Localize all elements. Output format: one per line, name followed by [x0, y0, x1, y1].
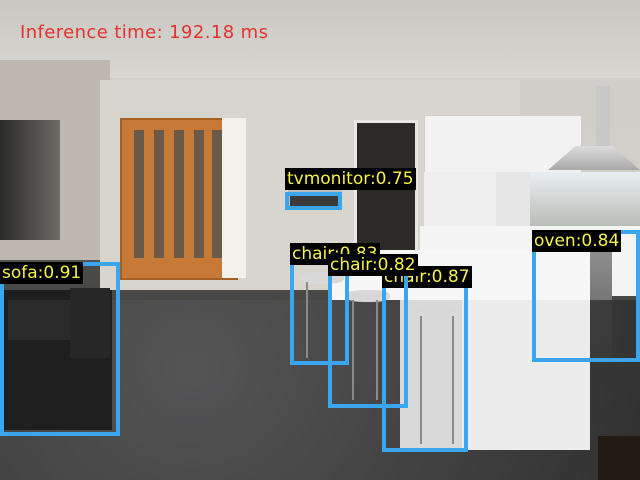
door-glass-panel	[134, 130, 144, 258]
sofa-arm	[70, 288, 110, 358]
kitchen-window	[530, 172, 640, 228]
stool-leg	[376, 300, 378, 400]
detection-box-chair	[328, 254, 408, 408]
detection-label-tvmonitor: tvmonitor:0.75	[285, 168, 416, 190]
stool-leg	[306, 282, 308, 358]
detection-label-oven: oven:0.84	[532, 230, 622, 252]
corridor	[0, 120, 60, 240]
door-glass-panel	[212, 130, 222, 258]
door-glass-panel	[154, 130, 164, 258]
stool-seat	[414, 306, 458, 318]
door-glass-panel	[174, 130, 184, 258]
detection-box-sofa	[0, 262, 120, 436]
door-glass-panel	[194, 130, 204, 258]
stool-leg	[452, 316, 454, 444]
doorway-light	[222, 118, 246, 278]
inference-time-label: Inference time: 192.18 ms	[20, 22, 269, 43]
detection-label-sofa: sofa:0.91	[0, 262, 84, 284]
splashback	[496, 172, 530, 232]
detection-label-chair: chair:0.82	[328, 254, 418, 276]
kitchen-island-side	[462, 300, 590, 450]
stool-leg	[420, 316, 422, 444]
foreground-furniture	[598, 436, 640, 480]
stool-leg	[352, 300, 354, 400]
stool-seat	[346, 290, 390, 302]
detection-box-tvmonitor	[285, 192, 342, 210]
